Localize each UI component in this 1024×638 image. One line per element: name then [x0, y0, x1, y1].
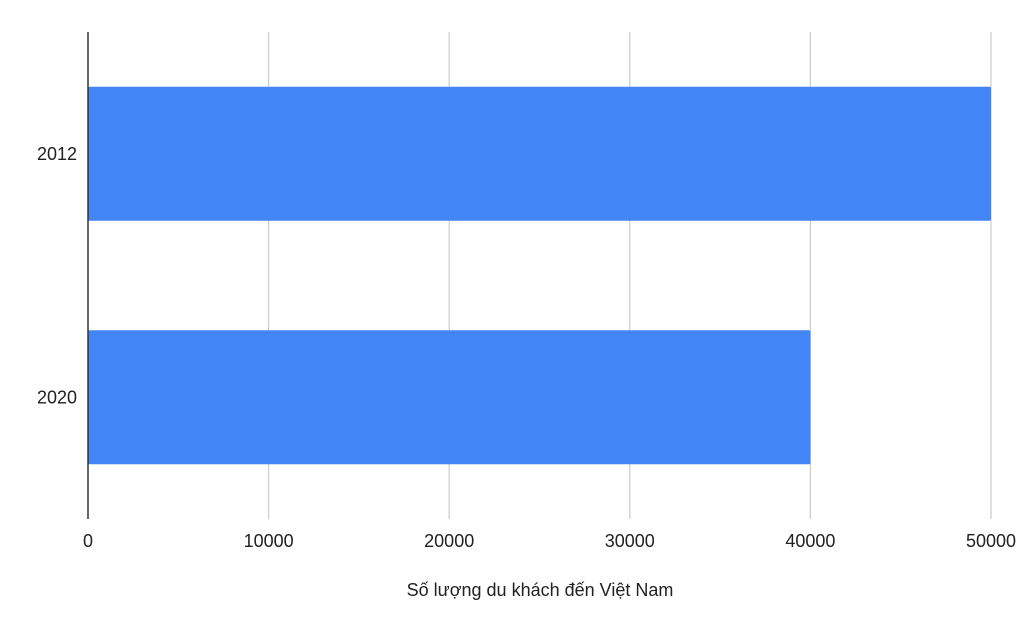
- bar-2020: [88, 330, 811, 465]
- y-axis-tick-labels: 2012 2020: [37, 144, 77, 408]
- x-tick-label: 20000: [424, 531, 474, 551]
- x-tick-label: 10000: [244, 531, 294, 551]
- x-tick-label: 40000: [785, 531, 835, 551]
- y-tick-label: 2020: [37, 387, 77, 407]
- bar-2012: [88, 86, 991, 221]
- bars: [88, 86, 991, 465]
- x-axis-tick-labels: 0 10000 20000 30000 40000 50000: [83, 531, 1016, 551]
- x-axis-title: Số lượng du khách đến Việt Nam: [407, 580, 674, 600]
- x-tick-label: 50000: [966, 531, 1016, 551]
- x-tick-label: 30000: [605, 531, 655, 551]
- y-tick-label: 2012: [37, 144, 77, 164]
- x-tick-label: 0: [83, 531, 93, 551]
